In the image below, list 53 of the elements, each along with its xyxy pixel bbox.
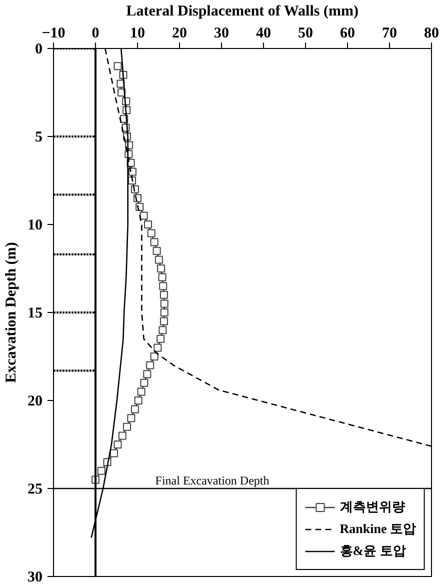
point bbox=[140, 378, 148, 387]
x-tick-label: 20 bbox=[172, 26, 187, 42]
point bbox=[146, 361, 154, 370]
point bbox=[118, 432, 126, 440]
point bbox=[97, 466, 106, 475]
point bbox=[110, 449, 118, 458]
y-tick-label: 30 bbox=[28, 570, 42, 586]
point bbox=[150, 352, 158, 360]
point bbox=[157, 264, 166, 272]
point bbox=[158, 326, 167, 334]
point bbox=[130, 405, 139, 414]
point bbox=[144, 220, 152, 228]
point bbox=[123, 422, 131, 431]
point bbox=[137, 388, 146, 396]
x-tick-label: 70 bbox=[382, 26, 397, 42]
legend-label: Rankine 토압 bbox=[340, 520, 416, 538]
x-tick-label: −10 bbox=[42, 26, 66, 42]
y-tick-label: 20 bbox=[28, 394, 42, 410]
x-tick-label: 80 bbox=[424, 26, 439, 42]
point bbox=[160, 317, 168, 326]
x-tick-label: 50 bbox=[298, 26, 313, 42]
x-tick-label: 60 bbox=[340, 26, 355, 42]
point bbox=[158, 273, 166, 282]
y-axis-title: Excavation Depth (m) bbox=[4, 242, 20, 383]
x-tick-label: 30 bbox=[214, 26, 229, 42]
x-axis-title: Lateral Displacement of Walls (mm) bbox=[126, 4, 358, 20]
x-tick-label: 0 bbox=[92, 26, 100, 42]
point bbox=[160, 290, 168, 299]
point bbox=[160, 308, 168, 316]
point bbox=[134, 396, 142, 404]
ref-line-label: Final Excavation Depth bbox=[155, 474, 270, 488]
point bbox=[159, 282, 168, 290]
y-tick-label: 5 bbox=[35, 130, 42, 146]
point bbox=[152, 246, 161, 255]
y-tick-label: 0 bbox=[35, 42, 42, 58]
x-tick-label: 40 bbox=[256, 26, 271, 42]
point bbox=[160, 300, 168, 308]
point bbox=[143, 370, 152, 378]
legend-label: 계측변위량 bbox=[340, 498, 405, 516]
point bbox=[114, 440, 122, 448]
y-tick-label: 25 bbox=[28, 482, 42, 498]
x-tick-label: 10 bbox=[130, 26, 145, 42]
point bbox=[154, 256, 163, 264]
point bbox=[154, 344, 162, 352]
legend-label: 홍&윤 토압 bbox=[340, 542, 406, 560]
y-tick-label: 10 bbox=[28, 218, 42, 234]
point bbox=[114, 62, 122, 70]
point bbox=[127, 414, 136, 422]
point bbox=[140, 212, 148, 220]
y-tick-label: 15 bbox=[28, 306, 42, 322]
point bbox=[150, 238, 158, 246]
point bbox=[147, 229, 156, 238]
point bbox=[156, 334, 165, 343]
